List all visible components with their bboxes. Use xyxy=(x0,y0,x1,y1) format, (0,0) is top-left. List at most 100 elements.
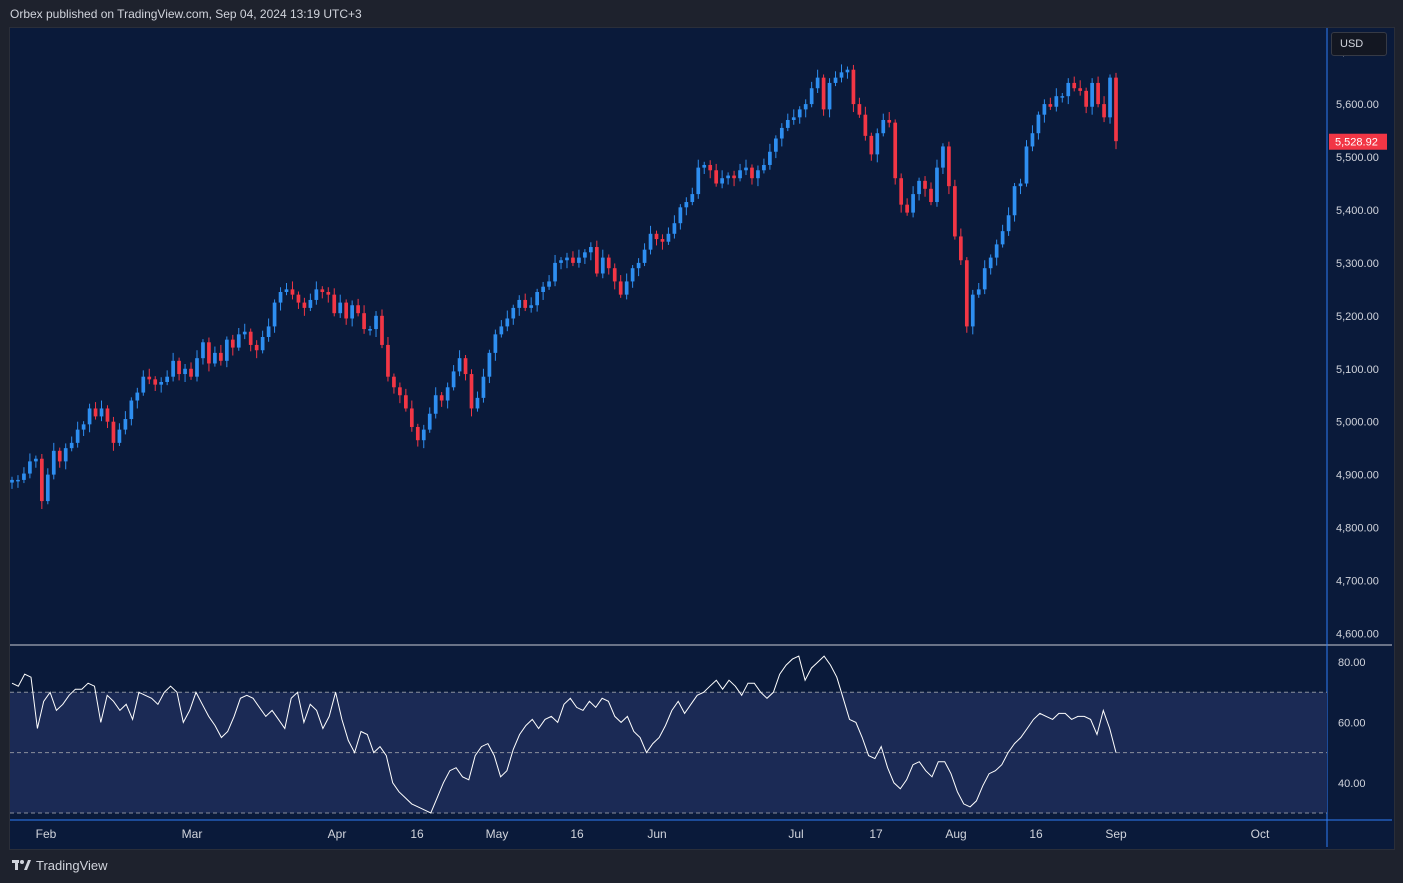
candle-body xyxy=(1078,88,1083,91)
candle-body xyxy=(839,72,844,78)
candle-body xyxy=(511,307,516,319)
candle-body xyxy=(905,204,909,213)
candle-body xyxy=(409,408,414,427)
candle-body xyxy=(266,326,271,337)
candle-body xyxy=(535,292,539,306)
candle-body xyxy=(964,260,969,327)
candle-body xyxy=(708,164,713,171)
candle-body xyxy=(797,109,802,118)
candle-body xyxy=(666,233,671,242)
candle-body xyxy=(123,419,128,430)
candle-body xyxy=(553,262,557,282)
candle-body xyxy=(69,442,74,449)
candle-body xyxy=(75,429,80,443)
candle-body xyxy=(481,376,486,398)
candle-body xyxy=(672,223,677,234)
candle-body xyxy=(654,233,659,240)
candle-body xyxy=(260,337,265,351)
candle-body xyxy=(565,257,569,261)
candle-body xyxy=(1024,146,1029,184)
price-tick-label: 5,400.00 xyxy=(1336,205,1379,217)
candle-body xyxy=(141,376,146,393)
candle-body xyxy=(392,376,396,388)
candle-body xyxy=(16,479,20,482)
candle-body xyxy=(159,381,164,385)
price-tick-label: 5,500.00 xyxy=(1336,152,1379,164)
time-tick-label: 16 xyxy=(1029,827,1043,841)
candle-body xyxy=(171,360,175,377)
candle-body xyxy=(1006,215,1011,232)
candle-body xyxy=(773,138,778,152)
candle-body xyxy=(899,178,904,205)
candle-body xyxy=(189,368,193,377)
candle-body xyxy=(869,135,874,155)
candle-body xyxy=(487,352,492,377)
candle-body xyxy=(201,342,205,359)
candle-body xyxy=(571,257,575,263)
candle-body xyxy=(720,178,724,184)
candle-body xyxy=(726,175,730,179)
candle-body xyxy=(34,458,38,462)
candle-body xyxy=(911,194,915,213)
candle-body xyxy=(768,151,772,165)
candle-body xyxy=(809,88,814,105)
candle-body xyxy=(648,233,653,250)
candle-body xyxy=(320,289,325,293)
time-tick-label: Jul xyxy=(788,827,803,841)
candle-body xyxy=(290,289,295,295)
candle-body xyxy=(917,180,921,195)
candle-body xyxy=(559,260,563,263)
candle-body xyxy=(45,474,50,502)
candle-body xyxy=(177,360,181,375)
time-tick-label: Oct xyxy=(1251,827,1270,841)
candle-body xyxy=(451,371,456,388)
candle-body xyxy=(541,286,545,293)
candle-body xyxy=(404,395,408,409)
candle-body xyxy=(732,175,736,179)
candle-body xyxy=(660,239,665,242)
candle-body xyxy=(1036,114,1041,134)
candle-body xyxy=(457,358,462,372)
candle-body xyxy=(744,167,748,171)
candle-body xyxy=(887,119,892,123)
candle-body xyxy=(1072,82,1077,89)
candle-body xyxy=(93,408,98,417)
candle-body xyxy=(248,331,253,345)
candle-body xyxy=(1030,133,1035,147)
candle-body xyxy=(791,117,796,120)
time-tick-label: Jun xyxy=(647,827,666,841)
candle-body xyxy=(577,257,581,263)
candle-body xyxy=(415,426,420,441)
candle-body xyxy=(1048,104,1053,107)
candle-body xyxy=(308,299,313,308)
candle-body xyxy=(153,379,158,385)
candle-body xyxy=(439,395,444,401)
rsi-line xyxy=(11,655,1117,814)
candle-body xyxy=(111,421,116,443)
time-tick-label: Aug xyxy=(945,827,966,841)
candle-body xyxy=(207,342,211,364)
candle-body xyxy=(493,334,498,353)
tradingview-brand[interactable]: TradingView xyxy=(12,856,108,874)
currency-button[interactable]: USD xyxy=(1331,32,1387,56)
candle-body xyxy=(642,249,647,263)
candle-body xyxy=(350,305,355,319)
candle-body xyxy=(547,281,551,287)
time-tick-label: Mar xyxy=(182,827,203,841)
candle-body xyxy=(606,257,611,269)
candle-body xyxy=(827,82,832,110)
candle-body xyxy=(22,473,26,480)
price-tick-label: 4,900.00 xyxy=(1336,470,1379,482)
candle-body xyxy=(1102,104,1106,118)
candle-body xyxy=(982,268,987,290)
candle-body xyxy=(427,413,432,430)
last-price-tag xyxy=(1329,133,1387,150)
candle-body xyxy=(224,339,229,361)
candle-body xyxy=(165,376,170,382)
candle-body xyxy=(284,289,289,293)
candle-body xyxy=(195,358,199,377)
candle-body xyxy=(254,344,259,351)
candle-body xyxy=(57,450,62,462)
candle-body xyxy=(756,170,760,179)
